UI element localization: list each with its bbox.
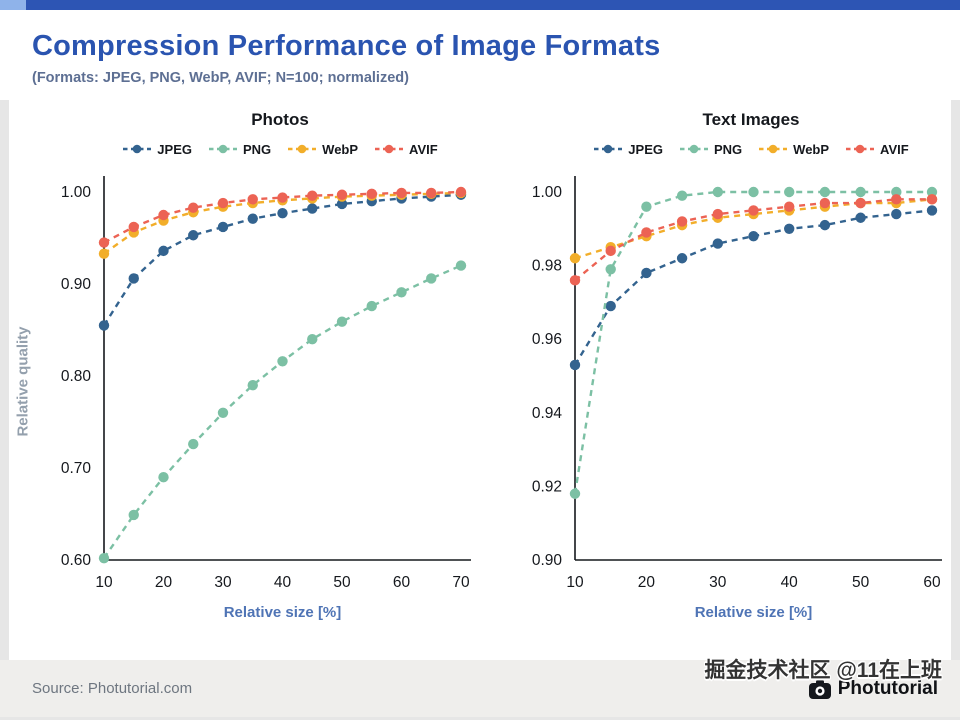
legend-marker-icon [375, 144, 404, 154]
svg-text:0.98: 0.98 [532, 258, 562, 275]
page-footer: Source: Photutorial.com 掘金技术社区 @11在上班 Ph… [0, 659, 960, 717]
svg-text:40: 40 [781, 574, 799, 591]
svg-text:10: 10 [95, 574, 113, 591]
line-chart-photos: 0.60 0.70 0.80 0.90 1.00 10 20 30 40 50 60 70 [61, 176, 471, 591]
legend-item-webp: WebP [287, 142, 358, 157]
chart-legend-photos: JPEG PNG WebP AVIF [101, 138, 459, 160]
svg-text:40: 40 [274, 574, 292, 591]
svg-text:0.90: 0.90 [61, 276, 92, 293]
page-header: Compression Performance of Image Formats… [0, 10, 960, 100]
camera-icon [808, 679, 831, 699]
svg-text:1.00: 1.00 [532, 184, 563, 201]
brand-logo: Photutorial [808, 678, 938, 700]
svg-text:0.90: 0.90 [532, 552, 563, 569]
legend-item-webp: WebP [758, 142, 829, 157]
svg-text:1.00: 1.00 [61, 184, 92, 201]
chart-title-text-images: Text Images [702, 110, 800, 129]
watermark-text: 掘金技术社区 @11在上班 [704, 659, 942, 682]
svg-text:0.94: 0.94 [532, 405, 563, 422]
page-title: Compression Performance of Image Formats [32, 30, 661, 62]
svg-text:0.92: 0.92 [532, 478, 562, 495]
svg-text:60: 60 [393, 574, 411, 591]
legend-label: PNG [713, 141, 743, 157]
top-accent-bar [0, 0, 960, 10]
svg-text:0.96: 0.96 [532, 331, 562, 348]
legend-label: AVIF [409, 141, 438, 157]
chart-panel-text-images: Text Images JPEG PNG WebP AVIF 0.90 0.92 0.94… [480, 100, 951, 660]
svg-text:0.70: 0.70 [61, 460, 92, 477]
legend-marker-icon [123, 144, 152, 154]
legend-label: JPEG [628, 141, 663, 157]
svg-text:70: 70 [452, 574, 470, 591]
legend-label: JPEG [157, 141, 192, 157]
svg-text:50: 50 [852, 574, 870, 591]
legend-marker-icon [208, 144, 237, 154]
chart-panel-photos: Photos JPEG PNG WebP AVIF 0.60 0.70 0.80 0.90 1… [9, 100, 480, 660]
x-axis-label-text-images: Relative size [%] [694, 604, 813, 621]
legend-label: WebP [322, 141, 359, 157]
chart-legend-text-images: JPEG PNG WebP AVIF [572, 138, 930, 160]
page-subtitle: (Formats: JPEG, PNG, WebP, AVIF; N=100; … [32, 70, 409, 86]
legend-item-avif: AVIF [845, 142, 909, 157]
charts-area: Relative quality Photos JPEG PNG WebP AVIF … [9, 100, 951, 660]
legend-marker-icon [594, 144, 623, 154]
svg-text:20: 20 [638, 574, 656, 591]
legend-marker-icon [759, 144, 788, 154]
legend-item-png: PNG [679, 142, 742, 157]
svg-text:30: 30 [709, 574, 727, 591]
legend-label: WebP [793, 141, 830, 157]
y-axis-label: Relative quality [14, 326, 32, 437]
legend-marker-icon [679, 144, 708, 154]
legend-label: AVIF [880, 141, 909, 157]
svg-text:0.80: 0.80 [61, 368, 92, 385]
svg-text:10: 10 [566, 574, 584, 591]
legend-marker-icon [288, 144, 317, 154]
svg-text:60: 60 [923, 574, 941, 591]
svg-text:50: 50 [333, 574, 351, 591]
brand-name: Photutorial [837, 678, 938, 699]
svg-text:30: 30 [214, 574, 232, 591]
x-axis-label-photos: Relative size [%] [223, 604, 342, 621]
svg-text:0.60: 0.60 [61, 552, 92, 569]
legend-label: PNG [242, 141, 272, 157]
top-accent-bar-light-segment [0, 0, 26, 10]
svg-text:20: 20 [155, 574, 173, 591]
legend-item-avif: AVIF [374, 142, 438, 157]
legend-item-png: PNG [208, 142, 271, 157]
chart-title-photos: Photos [251, 110, 309, 129]
legend-item-jpeg: JPEG [122, 142, 192, 157]
legend-item-jpeg: JPEG [593, 142, 663, 157]
line-chart-text-images: 0.90 0.92 0.94 0.96 0.98 1.00 10 20 30 40 50 60 [532, 176, 942, 591]
source-credit: Source: Photutorial.com [32, 680, 193, 697]
legend-marker-icon [846, 144, 875, 154]
